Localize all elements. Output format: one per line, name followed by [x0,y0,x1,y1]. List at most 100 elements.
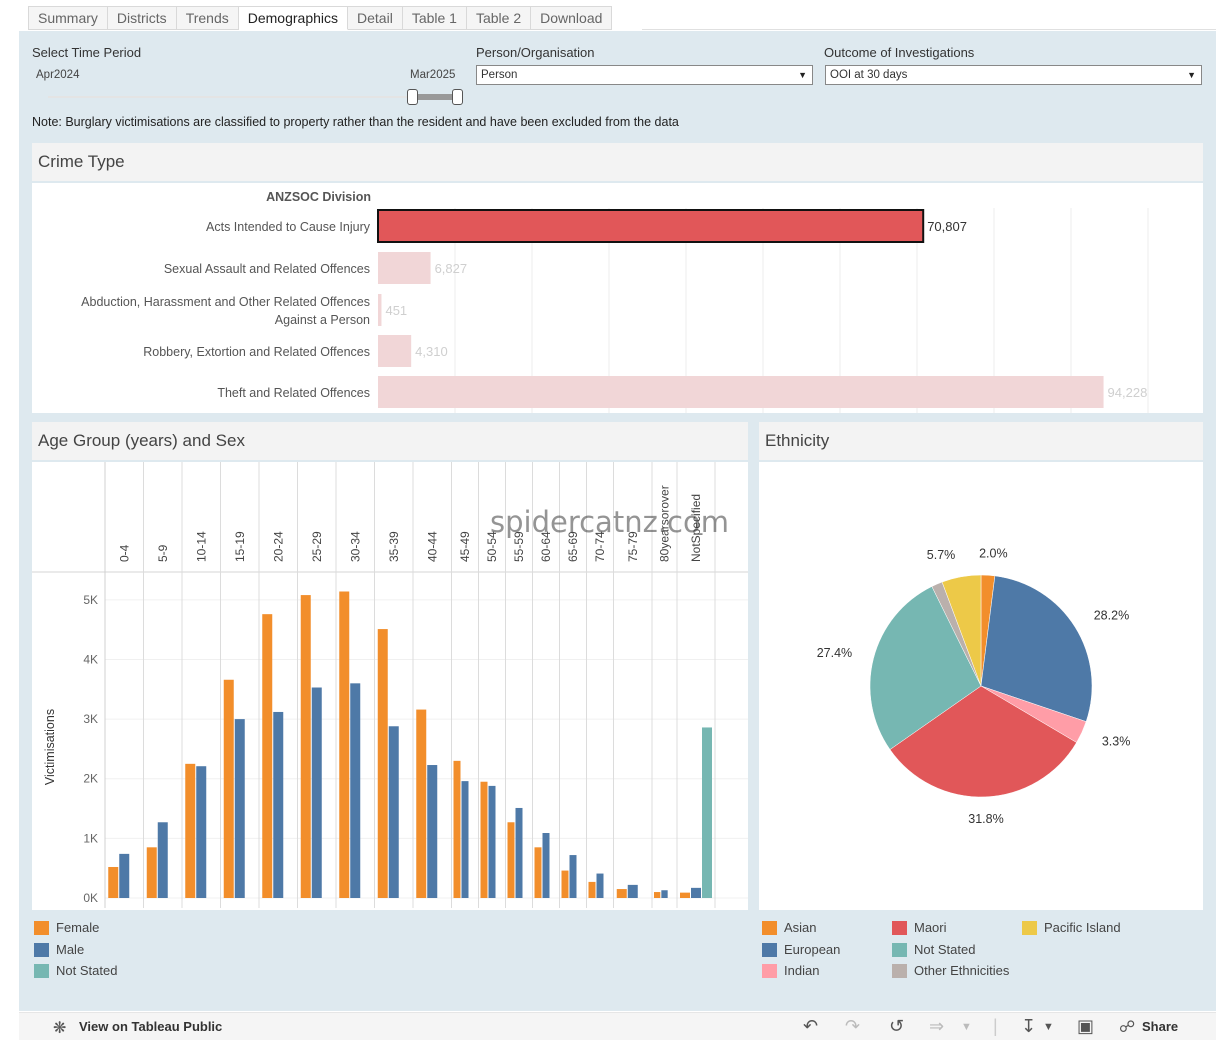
legend-label: Pacific Island [1044,920,1121,935]
crime-bar [378,294,382,326]
crime-category-label: Against a Person [275,313,370,327]
redo-icon[interactable]: ↷ [845,1016,861,1036]
outcome-value: OOI at 30 days [830,69,908,81]
age-sex-chart: Victimisations 0K 1K 2K 3K 4K 5K 0-4 5-9 10-14 15… [32,462,748,908]
y-tick-label: 2K [83,772,98,786]
revert-icon[interactable]: ↺ [889,1016,905,1036]
time-slider-track[interactable] [48,96,453,98]
legend-item-european[interactable]: European [762,942,840,958]
legend-swatch [892,964,907,978]
age-category-label: 20-24 [271,531,285,562]
share-icon[interactable]: ☍ [1119,1019,1136,1036]
age-bar-male [461,781,469,898]
age-bar-male [119,853,130,898]
time-start-value: Apr2024 [36,69,80,81]
legend-item-other-ethnicities[interactable]: Other Ethnicities [892,963,1009,979]
y-tick-label: 5K [83,593,98,607]
legend-label: Other Ethnicities [914,963,1010,978]
age-category-label: 50-54 [485,531,499,562]
legend-item-pacific-island[interactable]: Pacific Island [1022,920,1121,936]
download-chevron-icon[interactable]: ▼ [1043,1021,1054,1033]
download-icon[interactable]: ↧ [1021,1016,1037,1036]
time-slider-start-handle[interactable] [407,89,418,105]
age-bar-female [588,881,596,898]
refresh-icon[interactable]: ⇒ [929,1016,945,1036]
time-slider-end-handle[interactable] [452,89,463,105]
dashboard-tabs: Summary Districts Trends Demographics De… [28,6,613,30]
person-org-select[interactable]: Person ▼ [476,65,813,85]
person-org-value: Person [481,69,518,81]
crime-type-header: Crime Type [32,143,1203,183]
legend-item-maori[interactable]: Maori [892,920,947,936]
pie-slice-not-stated [869,586,982,750]
refresh-menu-chevron-icon[interactable]: ▼ [961,1021,972,1033]
legend-label: Not Stated [914,941,976,957]
view-on-tableau-link[interactable]: View on Tableau Public [79,1019,223,1034]
age-category-label: 35-39 [387,531,401,562]
age-sex-header: Age Group (years) and Sex [32,422,748,462]
ethnicity-header: Ethnicity [759,422,1203,462]
crime-bar-value: 94,228 [1108,385,1148,400]
age-bar-female [561,870,569,898]
undo-icon[interactable]: ↶ [803,1016,819,1036]
age-bar-female [262,614,273,898]
crime-category-label: Theft and Related Offences [217,386,370,400]
legend-item-asian[interactable]: Asian [762,920,817,936]
tab-download[interactable]: Download [531,6,613,30]
ethnicity-pie-chart: 2.0% 28.2% 3.3% 31.8% 27.4% 5.7% [817,546,1131,826]
time-slider-range[interactable] [410,94,458,100]
y-tick-label: 4K [83,652,98,666]
tab-trends[interactable]: Trends [176,6,239,30]
ethnicity-panel: Ethnicity 2.0% 28.2% 3.3% 31.8% 27.4% 5.7% [759,422,1203,910]
crime-bar [377,209,925,243]
age-sex-panel: Age Group (years) and Sex Victimisations… [32,422,748,910]
age-bar-male [196,766,207,898]
share-button[interactable]: Share [1142,1019,1179,1034]
tableau-toolbar: ❋ View on Tableau Public ↶ ↷ ↺ ⇒ ▼ | ↧ ▼… [19,1012,1216,1040]
age-bar-female [185,763,196,898]
age-bar-male [388,726,399,898]
legend-item-male[interactable]: Male [34,942,84,958]
legend-swatch [34,921,49,935]
outcome-label: Outcome of Investigations [824,45,975,60]
anzsoc-column-header: ANZSOC Division [266,190,371,204]
legend-swatch [762,921,777,935]
legend-label: Male [56,941,85,957]
age-category-label: 30-34 [348,531,362,562]
crime-category-label: Acts Intended to Cause Injury [206,220,371,234]
crime-category-label: Abduction, Harassment and Other Related … [81,295,370,309]
outcome-select[interactable]: OOI at 30 days ▼ [825,65,1202,85]
time-end-value: Mar2025 [410,69,456,81]
crime-type-chart: ANZSOC Division 70,807 Acts Intended to C… [81,190,1149,413]
legend-label: Maori [914,920,947,935]
age-category-label: 55-59 [512,531,526,562]
legend-label: European [784,941,841,957]
tab-demographics[interactable]: Demographics [238,6,349,30]
age-bar-male [627,884,638,898]
tab-summary[interactable]: Summary [28,6,108,30]
legend-item-female[interactable]: Female [34,920,99,936]
fullscreen-icon[interactable]: ▣ [1077,1016,1095,1036]
crime-type-panel: Crime Type ANZSOC Division 70,807 Acts In… [32,143,1203,413]
y-tick-label: 3K [83,712,98,726]
tab-districts[interactable]: Districts [107,6,177,30]
y-axis-label: Victimisations [43,709,57,785]
age-category-label: 65-69 [566,531,580,562]
legend-item-indian[interactable]: Indian [762,963,819,979]
tab-detail[interactable]: Detail [348,6,403,30]
age-category-label: 5-9 [156,544,170,562]
age-category-label: 75-79 [626,531,640,562]
crime-bar [378,252,431,284]
crime-bar [378,335,412,367]
legend-item-not-stated[interactable]: Not Stated [34,963,117,979]
age-bar-female [507,822,515,898]
pie-percent-label: 28.2% [1094,608,1129,622]
age-bar-male [488,785,496,898]
pie-slice-european [980,575,1093,722]
age-bar-male [311,687,322,898]
legend-swatch [892,942,907,957]
tab-table-2[interactable]: Table 2 [466,6,532,30]
legend-item-not-stated[interactable]: Not Stated [892,942,975,958]
pie-percent-label: 2.0% [979,546,1008,560]
tab-table-1[interactable]: Table 1 [402,6,467,30]
